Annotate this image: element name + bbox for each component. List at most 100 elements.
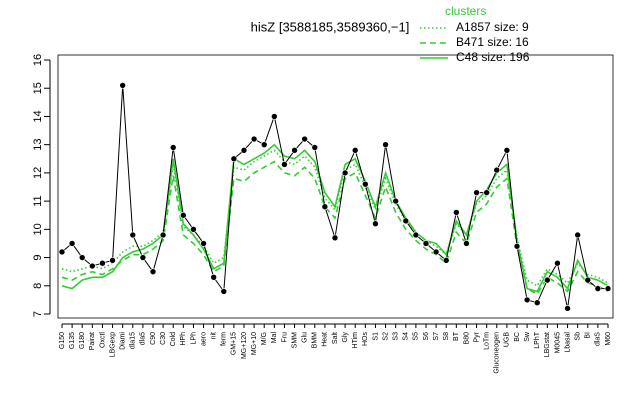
x-tick-label: Pairat (89, 332, 96, 350)
gene-point (250, 135, 258, 143)
gene-point (402, 217, 410, 225)
x-tick-label: S6 (423, 332, 430, 341)
x-tick-label: S4 (403, 332, 410, 341)
gene-point (432, 248, 440, 256)
x-tick-label: HOs (362, 332, 369, 347)
x-tick-label: BI (585, 332, 592, 339)
gene-point (503, 147, 511, 154)
x-tick-label: BMM (312, 332, 319, 349)
chart-title: hisZ [3588185,3589360,−1] (251, 19, 410, 34)
gene-point (311, 144, 319, 151)
y-tick-label: 8 (32, 283, 44, 289)
x-tick-label: Salt (332, 332, 339, 344)
gene-point (78, 254, 86, 261)
gene-point (564, 305, 571, 312)
gene-point (109, 257, 116, 264)
x-tick-label: S8 (443, 332, 450, 341)
gene-point (392, 197, 399, 205)
gene-point (533, 299, 541, 307)
plot-frame (57, 54, 614, 319)
gene-point (260, 141, 268, 148)
x-tick-label: Sw (524, 331, 531, 342)
x-tick-label: nit (211, 332, 218, 339)
gene-point (139, 254, 147, 261)
legend-label: A1857 size: 9 (456, 20, 529, 34)
y-tick-label: 10 (32, 223, 44, 235)
gene-point (149, 268, 157, 275)
gene-point (68, 240, 76, 247)
gene-point (372, 220, 379, 227)
gene-point (594, 285, 602, 292)
x-tick-label: Glu (302, 332, 309, 343)
y-tick-label: 11 (32, 195, 44, 206)
gene-point (422, 240, 430, 247)
gene-point (169, 144, 177, 151)
gene-point (159, 231, 167, 239)
x-tick-label: LoTm (484, 332, 491, 350)
gene-point (210, 274, 217, 281)
gene-point (220, 288, 228, 295)
x-tick-label: Diami (120, 332, 127, 350)
y-tick-label: 7 (32, 311, 44, 317)
x-tick-label: Cold (170, 332, 177, 347)
x-tick-label: HPh (180, 332, 187, 346)
x-tick-label: M/G (261, 332, 268, 345)
gene-point (473, 189, 480, 196)
x-tick-label: S1 (372, 332, 379, 341)
gene-line (61, 85, 608, 309)
x-tick-label: LPhT (534, 331, 541, 348)
gene-point (493, 166, 501, 174)
y-tick-label: 14 (32, 110, 44, 122)
x-tick-label: dlaS (595, 332, 602, 346)
y-tick-label: 9 (32, 254, 44, 260)
gene-point (351, 147, 359, 154)
x-tick-label: B80 (463, 332, 470, 345)
x-tick-label: Sb (575, 332, 582, 341)
gene-point (453, 209, 460, 216)
x-tick-label: S3 (393, 332, 400, 341)
legend-label: C48 size: 196 (456, 50, 530, 64)
gene-point (574, 231, 581, 239)
gene-point (604, 285, 612, 292)
gene-point (281, 161, 288, 168)
gene-point (89, 262, 96, 270)
gene-point (544, 276, 551, 284)
legend-label: B471 size: 16 (456, 35, 529, 49)
gene-point (321, 203, 329, 211)
y-tick-label: 15 (32, 82, 44, 94)
gene-point (584, 276, 592, 284)
gene-point (463, 240, 470, 247)
x-tick-label: BC (514, 332, 521, 342)
x-tick-label: aero (200, 332, 207, 346)
x-tick-label: Oxctl (99, 332, 106, 348)
gene-point (442, 257, 450, 264)
x-tick-label: C30 (160, 332, 167, 345)
x-tick-label: UGB (504, 332, 511, 348)
gene-point (271, 113, 278, 120)
gene-point (341, 169, 349, 177)
x-tick-label: Lbasal (564, 332, 571, 353)
x-tick-label: G180 (79, 332, 86, 349)
gene-point (200, 240, 207, 247)
gene-point (129, 231, 137, 239)
x-tick-label: ferm (221, 332, 228, 346)
y-tick-label: 13 (32, 139, 44, 151)
x-tick-label: LBGexp (109, 332, 116, 357)
gene-point (412, 231, 420, 239)
gene-point (362, 180, 369, 188)
x-tick-label: Heat (322, 332, 329, 347)
x-tick-label: M0045 (554, 332, 561, 354)
x-tick-label: LPh (190, 332, 197, 345)
x-tick-label: dla15 (130, 332, 137, 349)
gene-point (382, 141, 389, 148)
gene-point (483, 189, 490, 196)
gene-point (230, 155, 238, 163)
gene-point (240, 147, 248, 154)
y-tick-label: 16 (32, 54, 44, 66)
x-tick-label: MG+10 (251, 332, 258, 355)
x-tick-label: MG+120 (241, 332, 248, 359)
gene-point (301, 135, 308, 143)
gene-point (331, 234, 339, 242)
x-tick-label: SMM (291, 332, 298, 349)
